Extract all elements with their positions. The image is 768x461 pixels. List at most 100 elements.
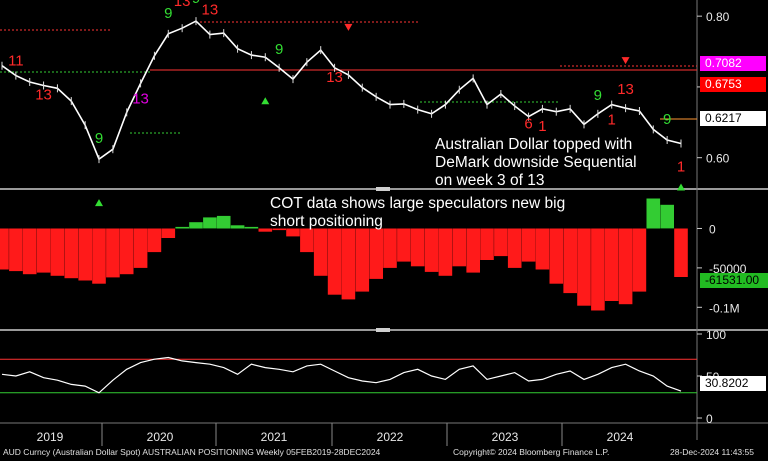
demark-marker: 9	[164, 5, 172, 22]
x-tick-label: 2023	[492, 430, 519, 444]
positioning-bar	[50, 228, 65, 276]
positioning-bar	[22, 228, 37, 275]
positioning-bar	[216, 215, 231, 229]
price-panel: 111313999131391361191391	[0, 0, 697, 207]
positioning-bar	[494, 228, 508, 257]
positioning-bar	[369, 228, 383, 279]
positioning-bar	[327, 228, 342, 295]
demark-marker: 6	[524, 116, 532, 133]
positioning-bar	[203, 217, 217, 229]
positioning-bar	[535, 228, 550, 270]
positioning-bar	[674, 228, 688, 277]
positioning-bar	[36, 228, 51, 273]
positioning-bar	[618, 228, 633, 305]
positioning-bar	[0, 228, 9, 270]
positioning-bar	[175, 226, 189, 229]
positioning-bar	[632, 228, 647, 292]
demark-marker: 13	[326, 69, 343, 86]
x-tick-label: 2024	[607, 430, 634, 444]
price-tick-label: 0.80	[706, 10, 730, 24]
buy-arrow-icon	[261, 97, 270, 105]
positioning-bar	[604, 228, 619, 301]
positioning-tick-label: -50000	[709, 262, 747, 276]
oscillator-tag-last: 30.8202	[700, 376, 766, 391]
positioning-panel	[0, 198, 688, 311]
positioning-bar	[92, 228, 106, 284]
chart-background	[0, 0, 768, 440]
price-tick-label: 0.60	[706, 152, 730, 166]
positioning-bar	[452, 228, 467, 267]
positioning-bar	[438, 228, 453, 276]
positioning-bar	[300, 228, 314, 253]
demark-marker: 9	[663, 111, 671, 128]
sell-arrow-icon	[344, 23, 353, 31]
positioning-bar	[189, 222, 203, 229]
demark-marker: 13	[202, 2, 219, 19]
positioning-bar	[383, 228, 397, 268]
positioning-bar	[161, 228, 176, 238]
x-tick-label: 2019	[37, 430, 64, 444]
demark-marker: 13	[617, 81, 634, 98]
positioning-bar	[78, 228, 92, 281]
positioning-bar	[355, 228, 370, 292]
positioning-bar	[480, 228, 494, 260]
positioning-bar	[64, 228, 79, 279]
price-tag-magenta: 0.7082	[700, 56, 766, 71]
separator-2-grip	[376, 328, 390, 332]
sell-arrow-icon	[621, 57, 630, 65]
positioning-tag-last: -61531.00	[700, 273, 768, 288]
oscillator-panel	[0, 356, 697, 394]
positioning-bar	[341, 228, 356, 300]
footer-security: AUD Curncy (Australian Dollar Spot) AUST…	[3, 447, 381, 457]
positioning-bar	[563, 228, 577, 294]
positioning-bar	[591, 228, 605, 311]
demark-marker: 11	[8, 53, 24, 70]
price-tag-red: 0.6753	[700, 77, 766, 92]
positioning-bar	[646, 198, 661, 229]
oscillator-tick-label: 100	[706, 328, 726, 342]
buy-arrow-icon	[677, 183, 685, 191]
y-axis-area: 0.800.700.600-50000-0.1M100500	[697, 10, 747, 426]
demark-marker: 13	[35, 87, 52, 104]
footer-timestamp: 28-Dec-2024 11:43:55	[670, 447, 754, 457]
demark-marker: 13	[132, 90, 149, 107]
price-line	[1, 20, 682, 161]
positioning-bar	[272, 228, 286, 231]
demark-marker: 1	[538, 118, 546, 135]
positioning-bar	[119, 228, 134, 275]
positioning-bar	[230, 225, 245, 229]
positioning-tick-label: 0	[709, 222, 716, 236]
demark-marker: 9	[192, 0, 200, 7]
oscillator-tick-label: 0	[706, 412, 713, 426]
demark-marker: 9	[594, 87, 602, 104]
positioning-bar	[660, 204, 674, 229]
demark-marker: 1	[677, 159, 685, 176]
demark-marker: 9	[95, 130, 103, 147]
oscillator-line	[1, 356, 682, 394]
buy-arrow-icon	[95, 199, 103, 207]
positioning-bar	[258, 228, 273, 232]
positioning-bar	[577, 228, 591, 306]
positioning-bar	[133, 228, 148, 268]
positioning-bar	[424, 228, 439, 272]
demark-marker: 9	[275, 41, 283, 58]
positioning-bar	[106, 228, 120, 278]
positioning-bar	[244, 226, 259, 229]
demark-marker: 1	[608, 112, 616, 129]
positioning-bar	[521, 228, 536, 262]
positioning-tick-label: -0.1M	[709, 301, 740, 315]
price-tag-last: 0.6217	[700, 111, 766, 126]
positioning-bar	[397, 228, 411, 262]
positioning-bar	[410, 228, 425, 267]
positioning-bar	[9, 228, 23, 272]
footer-copyright: Copyright© 2024 Bloomberg Finance L.P.	[453, 447, 610, 457]
x-tick-label: 2022	[377, 430, 404, 444]
x-axis: 2019 2020 2021 2022 2023 2024	[37, 423, 634, 446]
demark-marker: 13	[174, 0, 191, 10]
separator-1-grip	[376, 187, 390, 191]
positioning-bar	[549, 228, 564, 284]
positioning-bar	[147, 228, 162, 253]
positioning-bar	[313, 228, 328, 276]
positioning-bar	[507, 228, 522, 268]
